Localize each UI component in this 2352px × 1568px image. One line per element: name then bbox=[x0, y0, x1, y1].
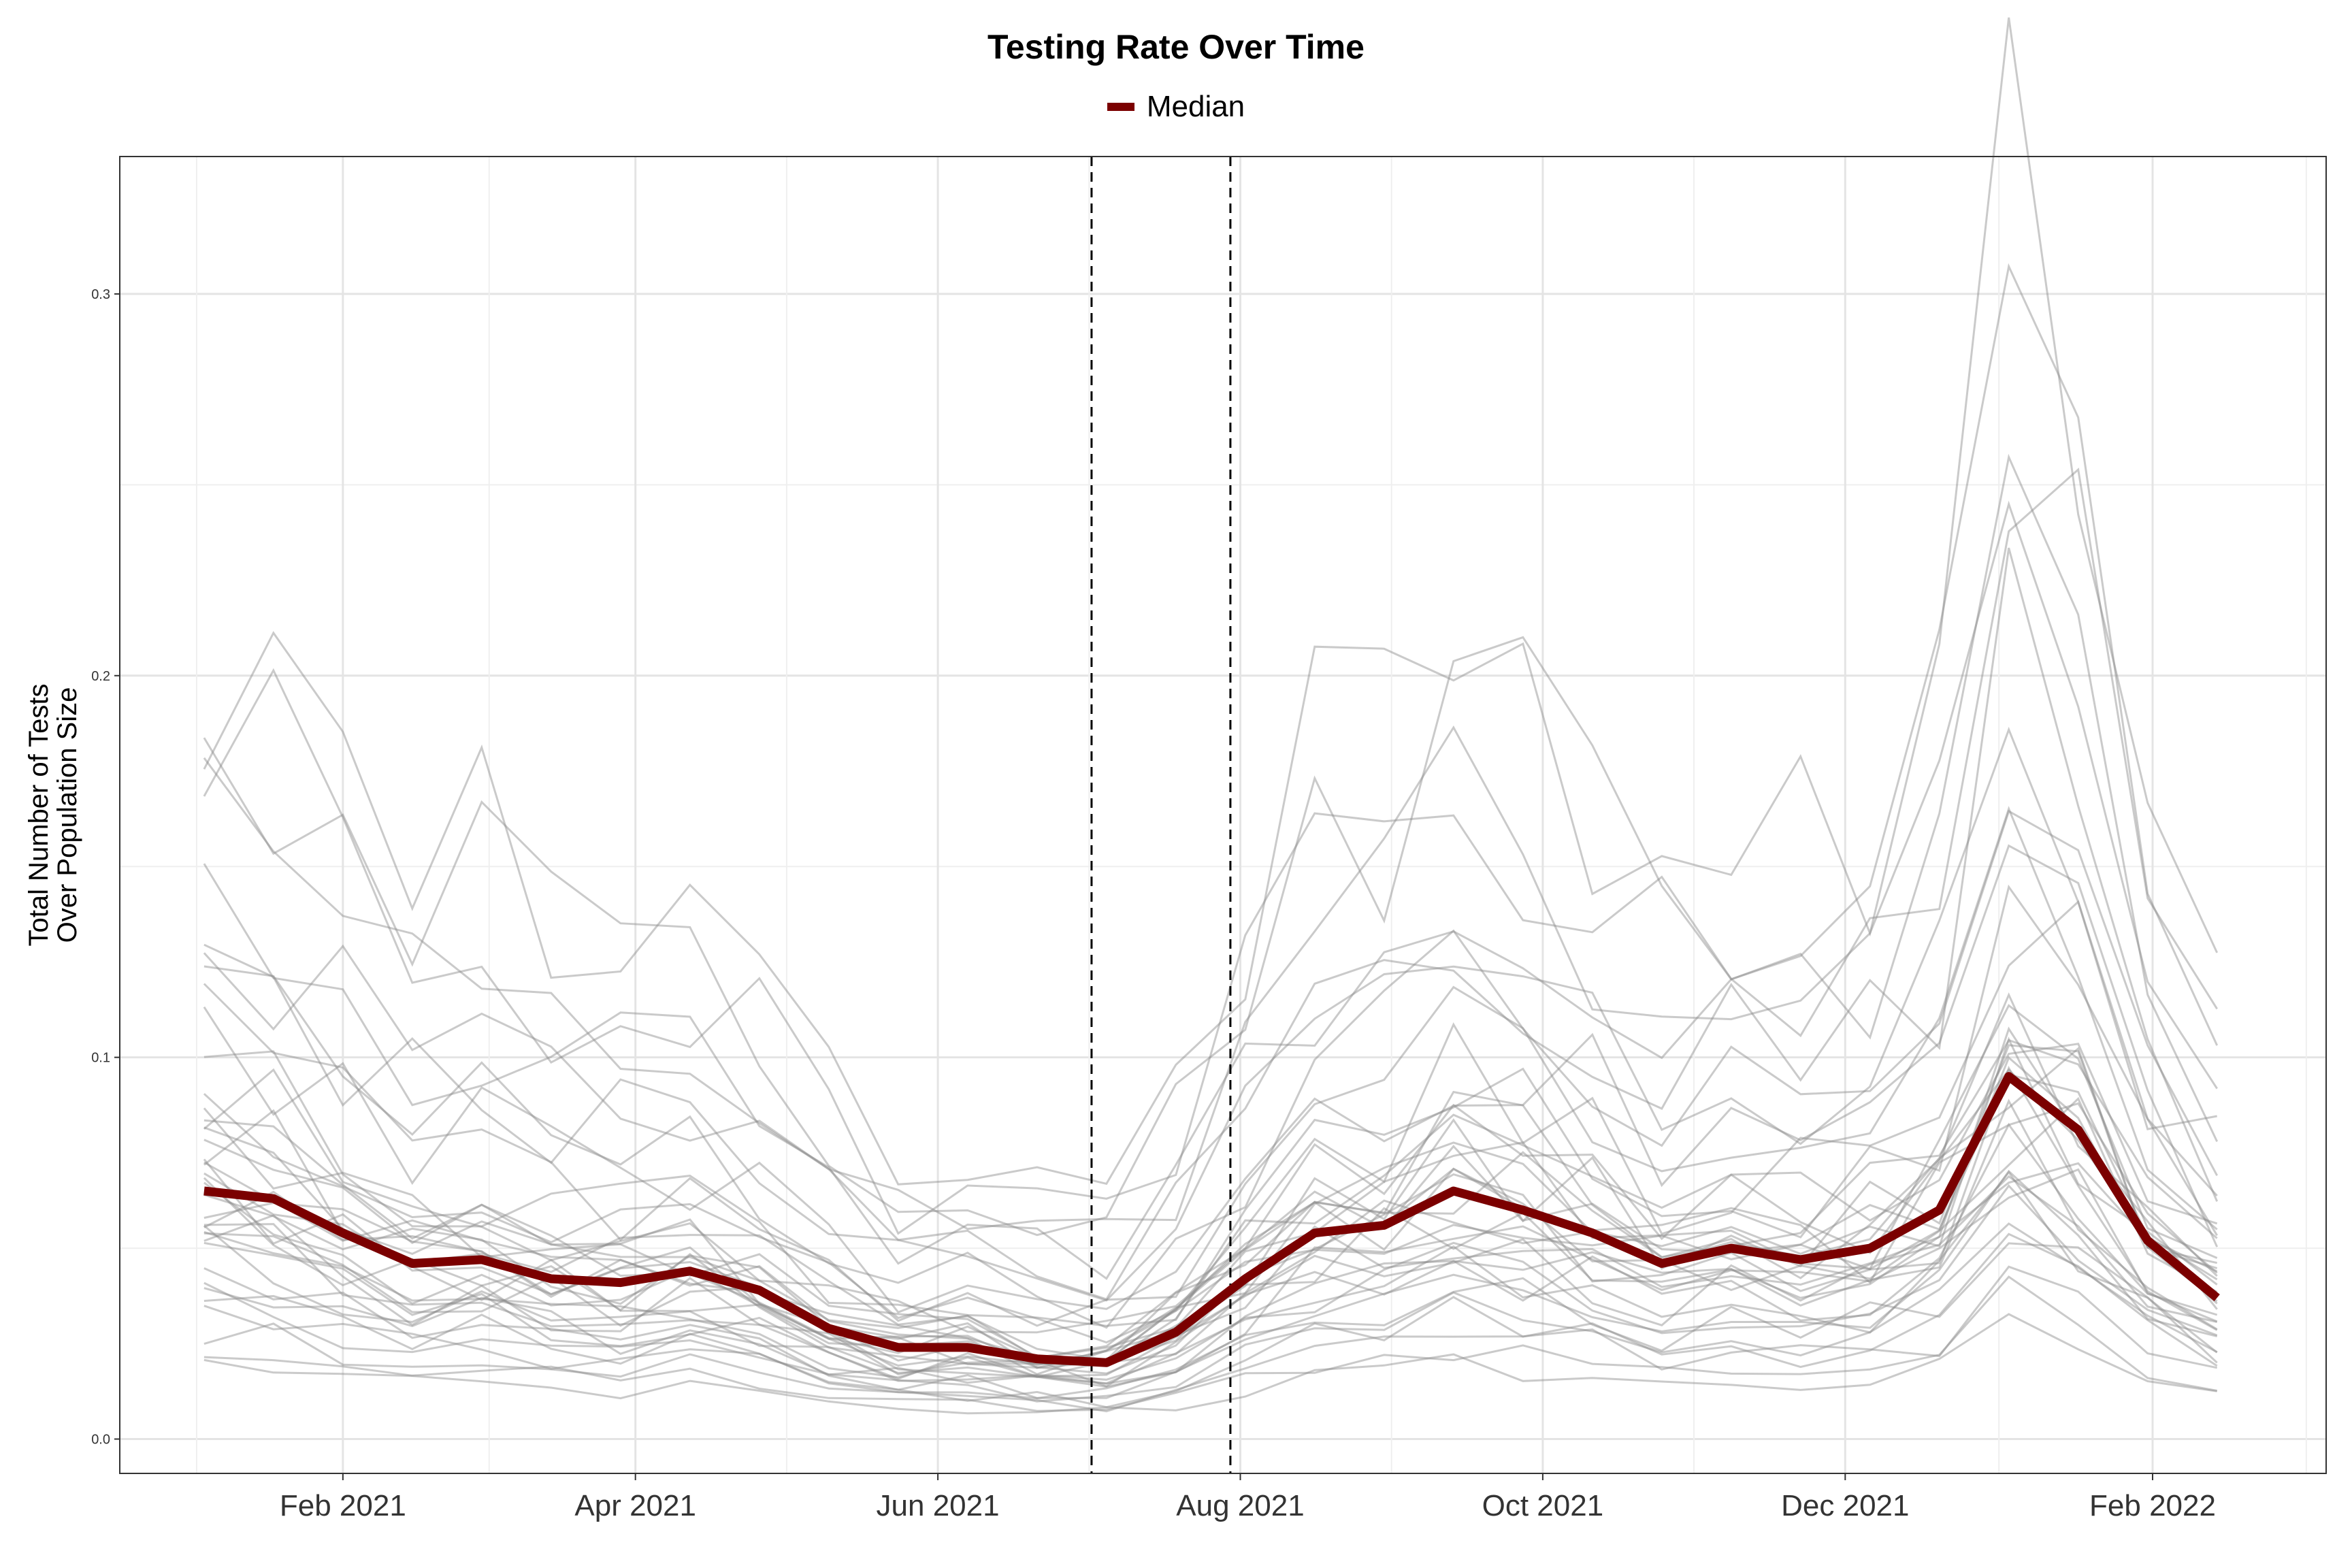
background-series-lines bbox=[204, 18, 2217, 1414]
y-tick-label: 0.0 bbox=[91, 1433, 110, 1448]
background-series-line bbox=[204, 18, 2217, 1185]
y-tick-label: 0.2 bbox=[91, 669, 110, 684]
x-tick-label: Jun 2021 bbox=[877, 1489, 1000, 1522]
background-series-line bbox=[204, 1070, 2217, 1364]
x-tick-label: Aug 2021 bbox=[1176, 1489, 1304, 1522]
y-axis-label: Total Number of TestsOver Population Siz… bbox=[24, 683, 82, 946]
x-tick-label: Oct 2021 bbox=[1482, 1489, 1604, 1522]
x-tick-label: Feb 2021 bbox=[280, 1489, 406, 1522]
y-axis-label-line: Over Population Size bbox=[52, 687, 82, 943]
background-series-line bbox=[204, 267, 2217, 1235]
x-tick-label: Dec 2021 bbox=[1781, 1489, 1909, 1522]
background-series-line bbox=[204, 1314, 2217, 1414]
x-tick-label: Feb 2022 bbox=[2089, 1489, 2216, 1522]
x-tick-label: Apr 2021 bbox=[574, 1489, 696, 1522]
background-series-line bbox=[204, 1029, 2217, 1366]
reference-vlines bbox=[1092, 157, 1230, 1473]
y-tick-label: 0.1 bbox=[91, 1051, 110, 1066]
y-axis-label-line: Total Number of Tests bbox=[24, 683, 54, 946]
y-tick-label: 0.3 bbox=[91, 287, 110, 302]
x-axis: Feb 2021 Apr 2021 Jun 2021 Aug 2021 Oct 2021… bbox=[280, 1473, 2216, 1522]
y-axis: 0.0 0.1 0.2 0.3 bbox=[91, 287, 120, 1448]
